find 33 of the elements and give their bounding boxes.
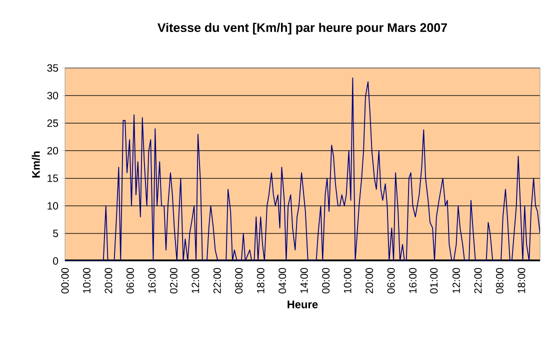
x-tick-label: 20:00 — [104, 268, 112, 294]
y-tick-label: 25 — [47, 119, 58, 127]
x-tick-label: 18:00 — [256, 268, 264, 293]
y-tick-label: 5 — [53, 230, 58, 238]
x-tick-label: 08:00 — [496, 268, 504, 294]
x-tick-label: 00:00 — [322, 268, 330, 294]
x-tick-label: 22:00 — [474, 268, 482, 294]
x-tick-label: 06:00 — [387, 268, 395, 294]
x-axis-title: Heure — [288, 300, 318, 308]
y-tick-label: 10 — [48, 202, 58, 210]
x-tick-label: 08:00 — [235, 268, 243, 294]
y-tick-label: 35 — [47, 64, 58, 72]
x-tick-label: 16:00 — [409, 268, 417, 293]
y-axis-title: Km/h — [32, 151, 40, 178]
x-tick-label: 04:00 — [278, 268, 286, 294]
x-tick-label: 16:00 — [148, 268, 156, 293]
x-tick-label: 00:00 — [61, 268, 69, 294]
y-tick-label: 0 — [53, 257, 58, 265]
x-tick-label: 02:00 — [170, 268, 178, 294]
x-tick-label: 12:00 — [192, 268, 200, 293]
x-tick-label: 12:00 — [452, 268, 460, 293]
x-tick-label: 22:00 — [213, 268, 221, 294]
x-tick-label: 10:00 — [344, 268, 352, 293]
y-tick-label: 20 — [47, 147, 58, 154]
y-tick-label: 30 — [47, 92, 58, 100]
x-tick-label: 18:00 — [518, 268, 526, 293]
x-tick-label: 10:00 — [83, 268, 90, 293]
x-tick-label: 14:00 — [300, 268, 308, 293]
chart-title: Vitesse du vent [Km/h] par heure pour Mars 2007 — [158, 22, 447, 35]
x-tick-label: 20:00 — [366, 268, 374, 294]
x-tick-label: 06:00 — [126, 268, 134, 294]
x-tick-label: 01:00 — [430, 268, 438, 294]
y-tick-label: 15 — [48, 174, 58, 182]
